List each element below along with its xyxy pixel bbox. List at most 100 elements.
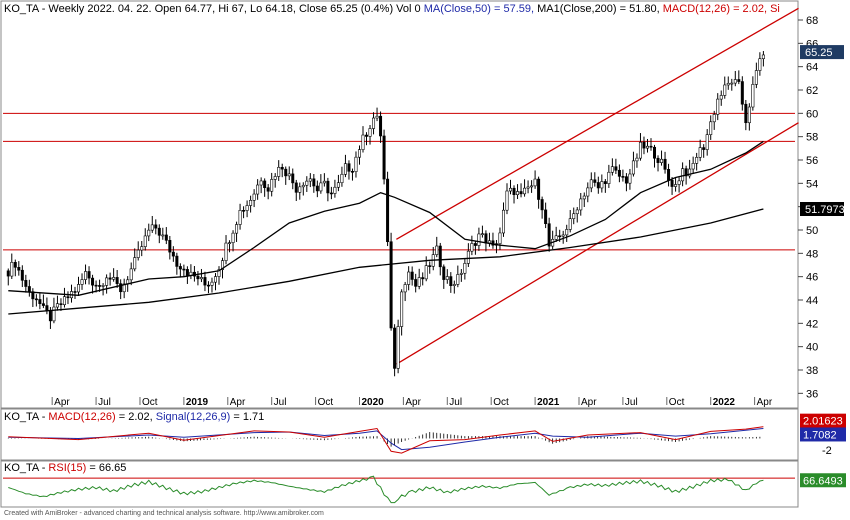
candle-body (554, 235, 558, 240)
candle-body (638, 141, 642, 159)
candle-body (298, 186, 302, 193)
price-title: KO_TA - Weekly 2022. 04. 22. Open 64.77,… (4, 3, 780, 15)
candle-body (213, 276, 217, 283)
candle-body (403, 284, 407, 293)
candle-body (266, 187, 270, 192)
candle-body (477, 233, 481, 246)
candle-body (614, 166, 618, 171)
candle-body (55, 303, 59, 308)
candle-body (723, 84, 727, 96)
candle-body (582, 195, 586, 200)
candle-body (343, 163, 347, 175)
candle-body (301, 184, 305, 188)
candle-body (417, 277, 421, 287)
candle-body (459, 272, 463, 275)
candle-body (161, 234, 165, 237)
x-axis-label: 2019 (186, 397, 209, 408)
candle-body (27, 286, 31, 292)
candle-body (315, 185, 319, 192)
candle-body (516, 191, 520, 196)
candle-body (653, 146, 657, 159)
rsi-title-part: RSI(15) (48, 462, 86, 474)
x-axis-label: Jul (274, 397, 287, 408)
candle-body (533, 178, 537, 187)
candle-body (52, 306, 56, 322)
candle-body (572, 213, 576, 220)
candle-body (196, 275, 200, 280)
candle-body (610, 166, 614, 173)
price-y-tick-label: 58 (806, 132, 818, 144)
candle-body (396, 326, 400, 369)
candle-body (501, 209, 505, 234)
price-y-tick-label: 64 (806, 62, 818, 74)
macd-title-part: KO_TA - (4, 411, 48, 423)
candle-body (224, 242, 228, 261)
x-axis-label: Oct (142, 397, 158, 408)
macd-value-badge (800, 427, 846, 442)
candle-body (389, 241, 393, 329)
candle-body (663, 158, 667, 170)
candle-body (523, 187, 527, 195)
candle-body (473, 243, 477, 246)
price-value-badge (800, 202, 844, 216)
candle-body (10, 262, 14, 277)
candle-body (171, 251, 175, 257)
candle-body (575, 209, 579, 215)
candle-body (631, 160, 635, 175)
rsi-title-part: = 66.65 (86, 462, 126, 474)
candle-body (203, 277, 207, 286)
candle-body (561, 234, 565, 237)
candle-body (38, 299, 42, 304)
candle-body (62, 296, 66, 305)
price-y-tick-label: 56 (806, 155, 818, 167)
price-y-tick-label: 42 (806, 318, 818, 330)
x-axis-label: Oct (669, 397, 685, 408)
candle-body (379, 115, 383, 137)
candle-body (91, 277, 95, 286)
candle-body (154, 224, 158, 229)
candle-body (382, 135, 386, 180)
candle-body (747, 106, 751, 124)
price-panel-frame (0, 0, 799, 409)
rsi-panel-frame (0, 460, 799, 508)
candle-body (645, 145, 649, 149)
candle-body (740, 81, 744, 105)
candle-body (600, 181, 604, 189)
macd-title-part: MACD(12,26) (48, 411, 115, 423)
macd-title: KO_TA - MACD(12,26) = 2.02, Signal(12,26… (4, 411, 264, 423)
candle-body (108, 277, 112, 280)
candle-body (122, 283, 126, 293)
price-title-part: KO_TA - Weekly 2022. 04. 22. Open 64.77,… (4, 3, 424, 15)
candle-body (136, 249, 140, 258)
price-y-tick-label: 36 (806, 388, 818, 400)
chart-canvas[interactable]: 3638404244464850525456586062646668AprJul… (0, 0, 850, 508)
candle-body (84, 271, 88, 280)
price-y-tick-label: 46 (806, 272, 818, 284)
candle-body (705, 134, 709, 150)
candle-body (375, 115, 379, 119)
candle-body (280, 167, 284, 170)
candle-body (617, 169, 621, 177)
candle-body (24, 280, 28, 287)
candle-body (287, 173, 291, 177)
candle-body (635, 157, 639, 162)
price-y-tick-label: 68 (806, 15, 818, 27)
candle-body (34, 298, 38, 301)
candle-body (519, 191, 523, 195)
candle-body (716, 98, 720, 115)
candle-body (105, 277, 109, 286)
candle-body (438, 245, 442, 268)
candle-body (442, 266, 446, 280)
candle-body (744, 103, 748, 124)
candle-body (698, 147, 702, 158)
x-axis-label: Apr (581, 397, 597, 408)
candle-body (143, 235, 147, 247)
candle-body (691, 163, 695, 170)
candle-body (656, 157, 660, 163)
candle-body (603, 181, 607, 184)
candle-body (87, 271, 91, 279)
x-axis-label: 2020 (361, 397, 384, 408)
candle-body (537, 178, 541, 200)
candle-body (235, 224, 239, 234)
